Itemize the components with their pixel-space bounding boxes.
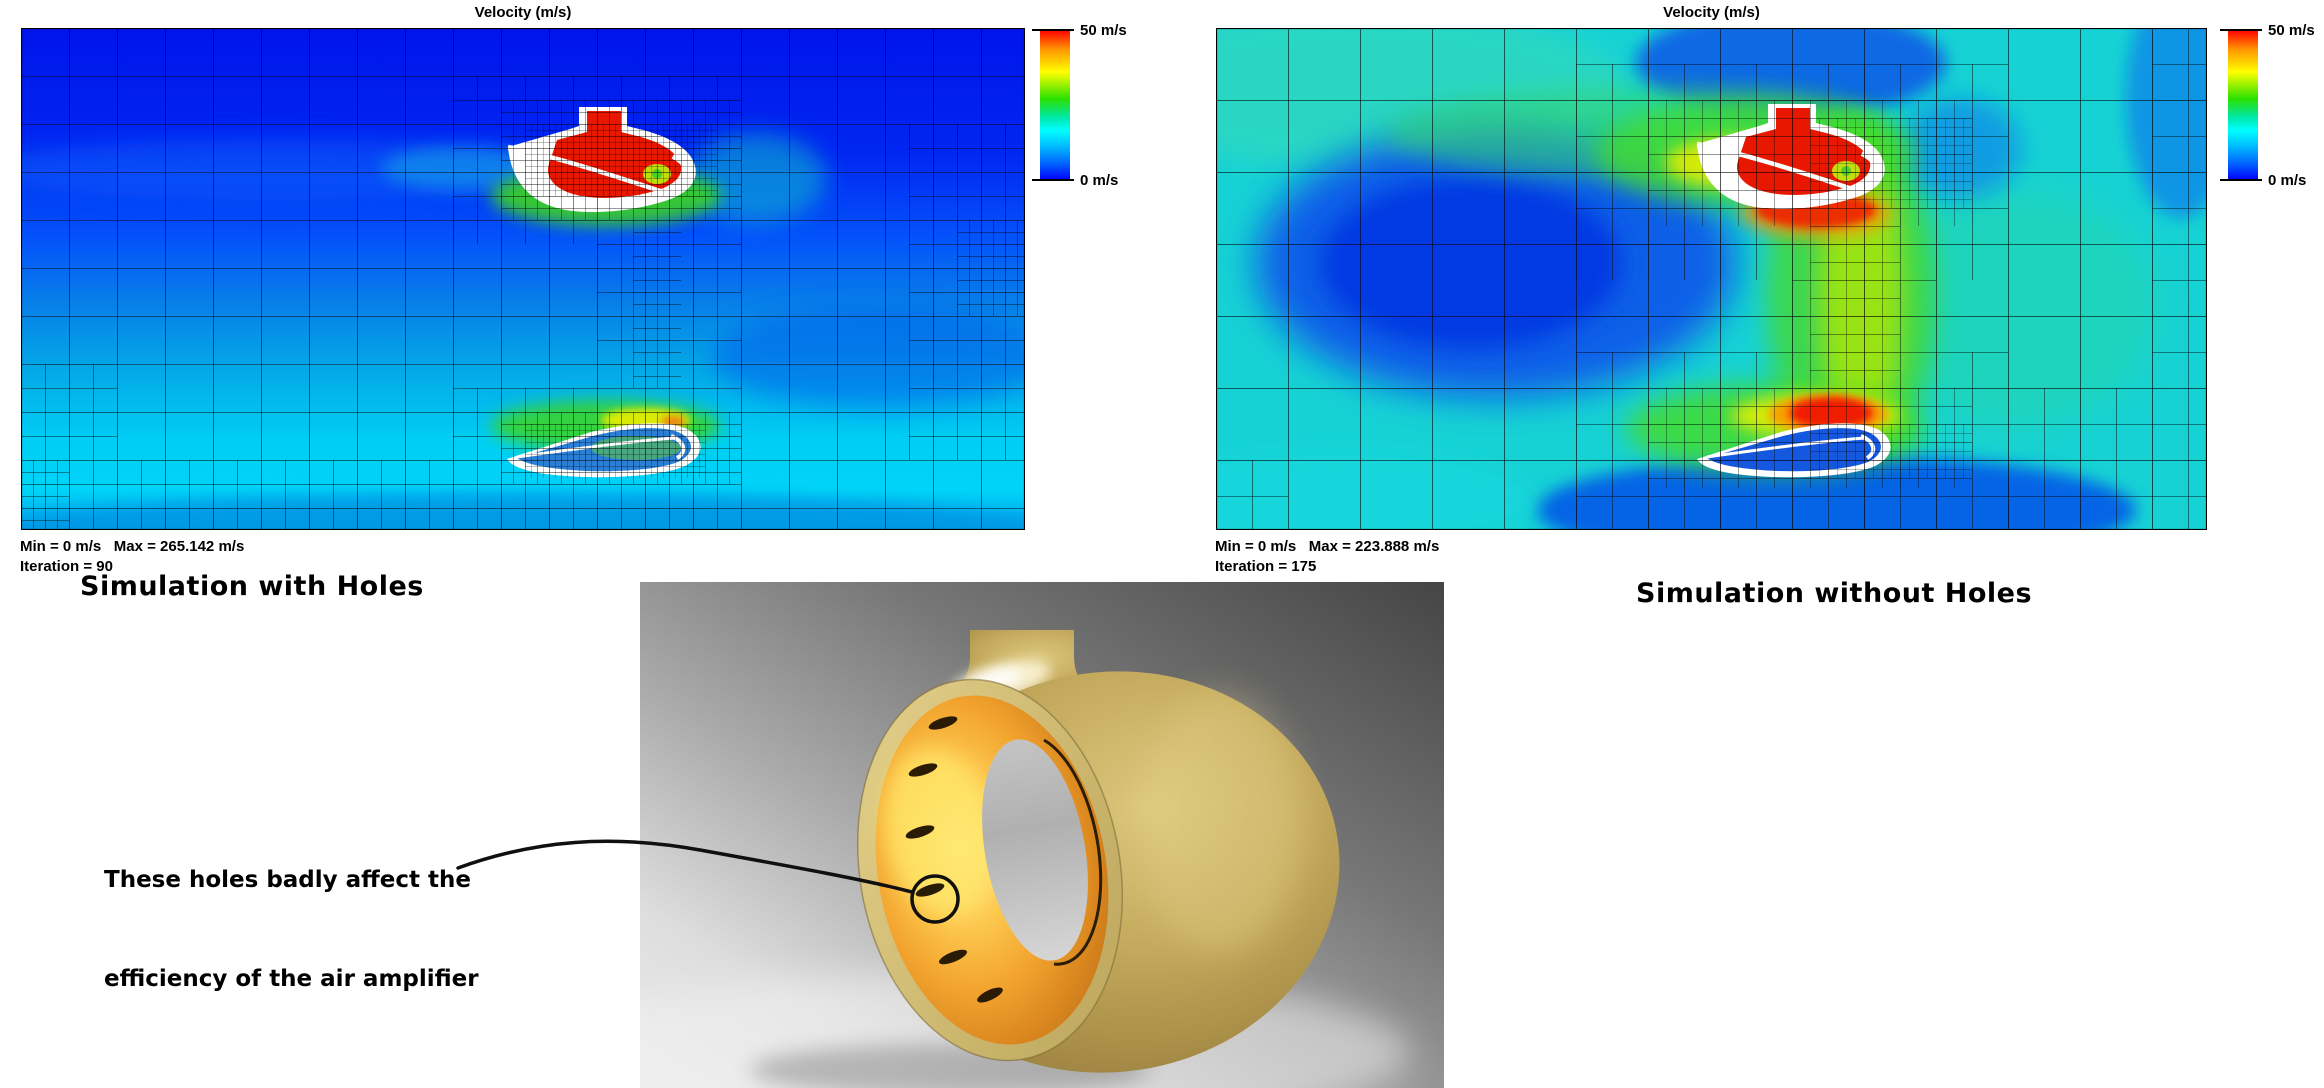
right-colorbar-top-tick	[2220, 29, 2262, 31]
right-colorbar-min-label: 0 m/s	[2268, 172, 2307, 189]
right-colorbar	[2228, 30, 2258, 180]
right-colorbar-bottom-tick	[2220, 179, 2262, 181]
annotation-line-1: These holes badly affect the	[104, 867, 472, 893]
body-sheen	[1140, 692, 1300, 952]
air-amplifier-ring	[856, 630, 1340, 1073]
left-stats-line: Min = 0 m/s Max = 265.142 m/s	[20, 538, 245, 555]
left-mesh-grid	[21, 28, 1025, 530]
left-colorbar-min-label: 0 m/s	[1080, 172, 1119, 189]
through-opening	[982, 739, 1088, 961]
right-iteration-line: Iteration = 175	[1215, 558, 1317, 575]
left-colorbar-bottom-tick	[1032, 179, 1074, 181]
right-colorbar-max-label: 50 m/s	[2268, 22, 2315, 39]
annotation-text: These holes badly affect the efficiency …	[104, 798, 479, 1029]
left-colorbar-top-tick	[1032, 29, 1074, 31]
right-plot	[1216, 28, 2207, 530]
annular-slot	[1043, 738, 1103, 966]
right-caption: Simulation without Holes	[1636, 578, 2033, 609]
annotation-line-2: efficiency of the air amplifier	[104, 966, 479, 992]
right-stats-line: Min = 0 m/s Max = 223.888 m/s	[1215, 538, 1440, 555]
hole-6	[977, 987, 1003, 1003]
left-colorbar-max-label: 50 m/s	[1080, 22, 1127, 39]
hole-2	[908, 763, 938, 777]
right-mesh-grid	[1216, 28, 2207, 530]
hole-1	[928, 716, 958, 730]
right-plot-title: Velocity (m/s)	[1663, 4, 1760, 21]
left-plot-title: Velocity (m/s)	[474, 4, 572, 21]
hole-3	[905, 825, 935, 839]
left-colorbar	[1040, 30, 1070, 180]
render-image	[640, 582, 1444, 1088]
left-plot	[21, 28, 1025, 530]
left-caption: Simulation with Holes	[80, 571, 424, 602]
left-iteration-line: Iteration = 90	[20, 558, 113, 575]
hole-5	[938, 949, 968, 965]
